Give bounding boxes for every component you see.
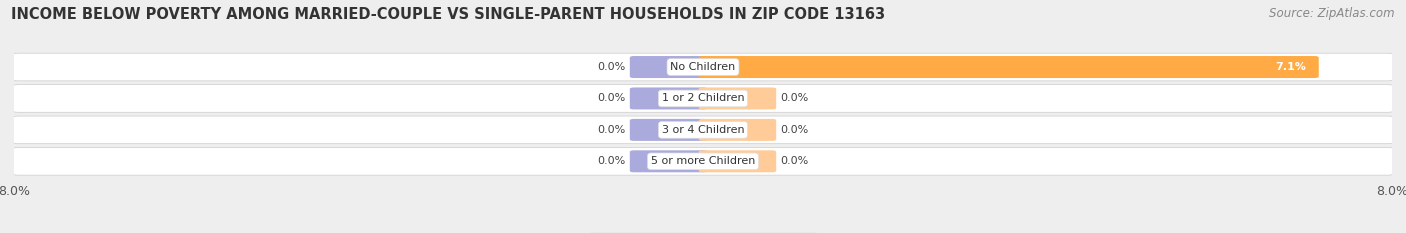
Text: 1 or 2 Children: 1 or 2 Children xyxy=(662,93,744,103)
FancyBboxPatch shape xyxy=(11,147,1395,175)
Text: 0.0%: 0.0% xyxy=(780,93,808,103)
FancyBboxPatch shape xyxy=(630,119,707,141)
Text: 0.0%: 0.0% xyxy=(598,62,626,72)
FancyBboxPatch shape xyxy=(11,53,1395,81)
Text: 0.0%: 0.0% xyxy=(598,93,626,103)
Text: 0.0%: 0.0% xyxy=(598,125,626,135)
FancyBboxPatch shape xyxy=(630,150,707,172)
Text: 3 or 4 Children: 3 or 4 Children xyxy=(662,125,744,135)
Text: 0.0%: 0.0% xyxy=(780,125,808,135)
FancyBboxPatch shape xyxy=(699,87,776,110)
FancyBboxPatch shape xyxy=(11,85,1395,112)
FancyBboxPatch shape xyxy=(630,56,707,78)
Text: 0.0%: 0.0% xyxy=(598,156,626,166)
FancyBboxPatch shape xyxy=(11,116,1395,144)
Text: 5 or more Children: 5 or more Children xyxy=(651,156,755,166)
Text: 7.1%: 7.1% xyxy=(1275,62,1306,72)
FancyBboxPatch shape xyxy=(630,87,707,110)
Text: Source: ZipAtlas.com: Source: ZipAtlas.com xyxy=(1270,7,1395,20)
Text: No Children: No Children xyxy=(671,62,735,72)
Text: INCOME BELOW POVERTY AMONG MARRIED-COUPLE VS SINGLE-PARENT HOUSEHOLDS IN ZIP COD: INCOME BELOW POVERTY AMONG MARRIED-COUPL… xyxy=(11,7,886,22)
FancyBboxPatch shape xyxy=(699,56,1319,78)
Text: 0.0%: 0.0% xyxy=(780,156,808,166)
FancyBboxPatch shape xyxy=(699,119,776,141)
FancyBboxPatch shape xyxy=(699,150,776,172)
